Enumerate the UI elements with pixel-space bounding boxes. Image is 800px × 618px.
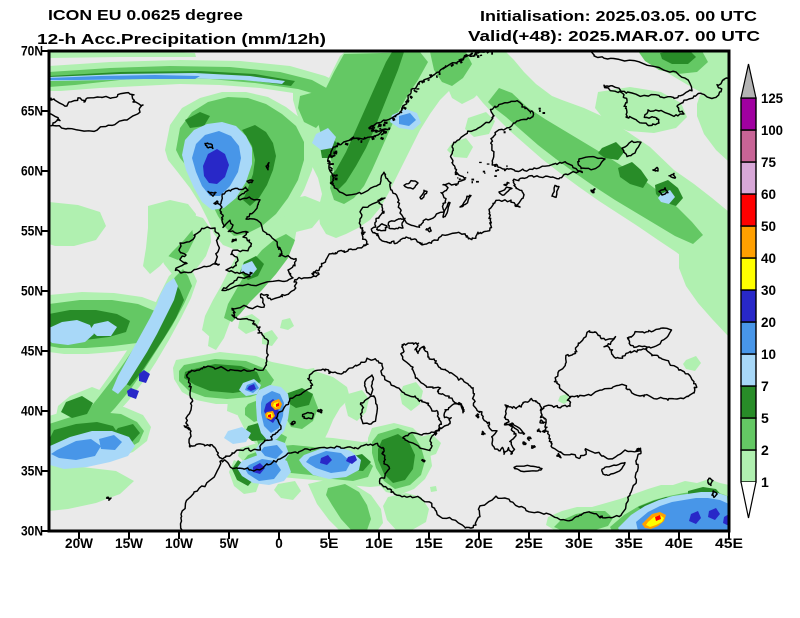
svg-text:ICON EU 0.0625 degree: ICON EU 0.0625 degree [48,7,243,24]
svg-text:15W: 15W [115,536,143,551]
svg-text:10W: 10W [165,536,193,551]
svg-text:125: 125 [761,90,783,106]
svg-text:70N: 70N [21,44,43,59]
svg-text:10E: 10E [365,536,393,551]
svg-text:5E: 5E [320,536,339,551]
svg-text:50: 50 [761,218,776,234]
svg-text:20W: 20W [65,536,93,551]
svg-text:35N: 35N [21,464,43,479]
svg-text:45E: 45E [715,536,743,551]
svg-text:75: 75 [761,154,776,170]
svg-text:45N: 45N [21,344,43,359]
svg-text:Valid(+48): 2025.MAR.07. 00 UT: Valid(+48): 2025.MAR.07. 00 UTC [468,28,760,45]
svg-text:40N: 40N [21,404,43,419]
svg-text:1: 1 [761,474,769,490]
svg-text:7: 7 [761,378,769,394]
svg-text:25E: 25E [515,536,543,551]
svg-text:5: 5 [761,410,769,426]
svg-text:10: 10 [761,346,776,362]
svg-text:5W: 5W [220,536,239,551]
svg-text:30E: 30E [565,536,593,551]
svg-text:55N: 55N [21,224,43,239]
svg-text:2: 2 [761,442,769,458]
svg-text:Initialisation: 2025.03.05. 00: Initialisation: 2025.03.05. 00 UTC [480,8,757,25]
svg-text:30: 30 [761,282,776,298]
svg-text:0: 0 [275,536,283,551]
svg-text:12-h Acc.Precipitation (mm/12h: 12-h Acc.Precipitation (mm/12h) [37,31,326,48]
svg-text:20E: 20E [465,536,493,551]
svg-text:60N: 60N [21,164,43,179]
svg-text:60: 60 [761,186,776,202]
svg-text:100: 100 [761,122,783,138]
svg-text:15E: 15E [415,536,443,551]
svg-text:20: 20 [761,314,776,330]
svg-text:30N: 30N [21,524,43,539]
svg-text:65N: 65N [21,104,43,119]
svg-text:50N: 50N [21,284,43,299]
svg-text:40: 40 [761,250,776,266]
svg-text:40E: 40E [665,536,693,551]
svg-text:35E: 35E [615,536,643,551]
